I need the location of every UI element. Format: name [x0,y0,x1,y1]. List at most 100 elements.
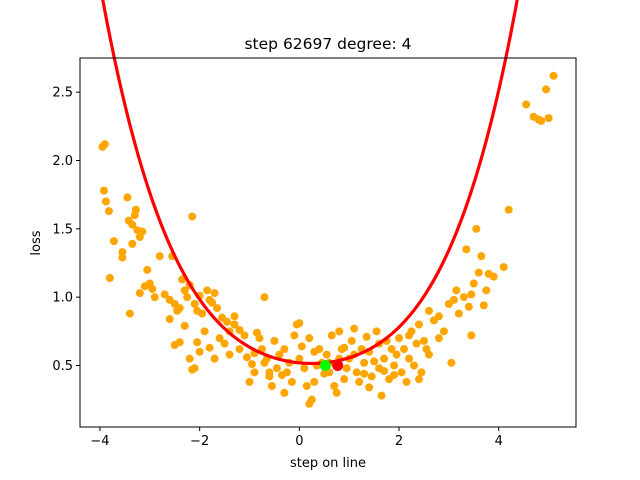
data-point [424,306,433,315]
data-point [462,245,471,254]
data-point [360,369,369,378]
data-point [387,345,396,354]
data-point [267,382,276,390]
data-point [100,140,109,149]
data-point [350,324,359,333]
data-point [109,237,118,246]
data-point [549,71,558,80]
data-point [300,364,309,373]
data-point [419,336,428,345]
data-point [322,350,331,359]
data-point [210,354,219,363]
data-point [327,331,336,340]
data-point [155,252,164,261]
data-point [439,327,448,336]
data-point [405,331,414,340]
data-point [240,331,249,340]
data-point [198,309,207,318]
green-marker [319,360,331,371]
data-point [282,368,291,377]
plot-area [98,0,558,408]
data-point [210,289,219,298]
data-point [302,382,311,390]
data-point [332,388,341,397]
data-point [128,220,137,229]
data-point [118,253,127,262]
data-point [340,375,349,384]
data-point [467,290,476,299]
data-point [447,358,456,367]
data-point [180,286,189,295]
data-point [265,368,274,377]
data-point [245,377,254,386]
data-point [270,336,279,345]
data-point [225,350,234,359]
data-point [377,391,386,400]
y-tick-label: 2.0 [52,154,73,169]
data-point [220,339,229,348]
data-point [223,317,232,326]
data-point [504,205,513,214]
data-point [352,368,361,377]
data-point [255,334,264,343]
data-point [395,334,404,343]
axes-frame [79,57,577,428]
data-point [434,312,443,321]
data-point [190,364,199,373]
x-tick-label: −4 [90,434,109,449]
data-point [305,334,314,343]
y-tick-label: 1.5 [52,222,73,237]
data-point [235,345,244,354]
data-point [128,239,137,248]
data-point [195,347,204,356]
data-point [175,304,184,313]
data-point [287,377,296,386]
data-point [409,361,418,370]
data-point [307,395,316,404]
data-point [205,343,214,352]
x-axis-label: step on line [290,456,366,471]
data-point [400,345,409,354]
data-point [499,263,508,272]
x-tick-label: −2 [190,434,209,449]
data-point [160,290,169,299]
data-point [175,338,184,347]
data-point [417,368,426,377]
data-point [260,293,269,302]
data-point [230,312,239,321]
data-point [200,327,209,336]
y-tick-label: 1.0 [52,291,73,306]
data-point [390,371,399,380]
data-point [347,336,356,345]
x-axis: −4 −2 0 2 4 [90,427,503,449]
data-point [405,354,414,363]
data-point [104,207,113,216]
data-point [230,320,239,329]
red-marker [332,360,344,371]
data-point [454,309,463,318]
data-point [335,327,344,336]
data-point [477,252,486,261]
data-point [297,342,306,351]
y-axis: 0.5 1.0 1.5 2.0 2.5 [52,86,80,374]
data-point [290,331,299,340]
data-point [482,286,491,295]
data-point [295,354,304,363]
data-point [472,224,481,233]
data-point [143,265,152,274]
x-tick-label: 4 [495,434,503,449]
data-point [459,293,468,302]
y-tick-label: 0.5 [52,359,73,374]
data-point [148,284,157,293]
data-point [183,293,192,302]
data-point [402,377,411,386]
data-point [193,338,202,347]
data-point [310,377,319,386]
data-point [310,347,319,356]
data-point [125,309,134,318]
data-point [362,332,371,341]
chart-title: step 62697 degree: 4 [244,35,411,53]
data-point [101,197,110,206]
data-point [340,343,349,352]
data-point [414,375,423,384]
